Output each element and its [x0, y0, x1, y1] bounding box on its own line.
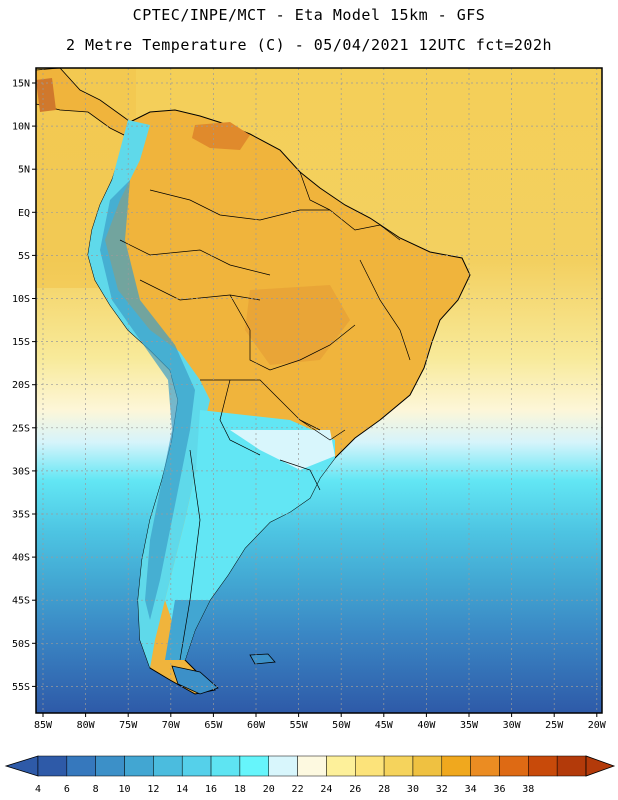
colorbar-swatch [470, 755, 500, 777]
colorbar-swatch [528, 755, 558, 777]
colorbar-swatch [499, 755, 529, 777]
lon-label: 25W [545, 720, 564, 731]
colorbar-tick-label: 24 [320, 784, 332, 795]
southern-cone-cool [165, 410, 335, 660]
colorbar-arrow-left [4, 755, 39, 777]
lat-label: 5S [18, 251, 30, 262]
lon-label: 60W [247, 720, 266, 731]
colorbar-swatch [37, 755, 68, 777]
colorbar-swatch [210, 755, 241, 777]
lon-label: 35W [460, 720, 479, 731]
lat-label: 25S [12, 423, 30, 434]
colorbar-swatch [326, 755, 356, 777]
graticule [36, 68, 602, 713]
andes-cool-ridge [88, 120, 210, 668]
lat-label: 45S [12, 596, 30, 607]
colorbar-tick-label: 26 [349, 784, 361, 795]
colorbar-swatch [239, 755, 269, 777]
lat-label: 20S [12, 380, 30, 391]
lon-label: 30W [503, 720, 522, 731]
longitude-labels: 85W 80W 75W 70W 65W 60W 55W 50W 45W 40W 35W 30W 25W 2… [34, 713, 607, 731]
colorbar-swatch [66, 755, 96, 777]
colorbar-tick-label: 18 [234, 784, 246, 795]
andes-cold-core [100, 180, 195, 620]
colorbar-tick-label: 16 [205, 784, 217, 795]
colorbar-tick-label: 8 [93, 784, 99, 795]
lon-label: 85W [34, 720, 53, 731]
lon-label: 80W [77, 720, 96, 731]
colorbar-swatch [153, 755, 183, 777]
central-america-hot-spot [36, 78, 56, 112]
lat-label: 50S [12, 639, 30, 650]
colorbar-tick-label: 22 [292, 784, 304, 795]
colorbar: 4 6 8 10 12 14 16 18 20 22 24 26 28 30 32 34 36 38 [4, 755, 616, 795]
colorbar-swatch [355, 755, 385, 777]
lat-label: 15N [12, 79, 30, 90]
hot-region-interior [245, 285, 350, 365]
colorbar-swatch [441, 755, 471, 777]
lat-label: 10N [12, 122, 30, 133]
colorbar-tick-label: 12 [147, 784, 159, 795]
colorbar-tick-label: 28 [378, 784, 390, 795]
lat-label: 5N [18, 165, 30, 176]
colorbar-swatch [268, 755, 298, 777]
lat-label: 35S [12, 510, 30, 521]
colorbar-swatch [124, 755, 154, 777]
lat-label: 40S [12, 553, 30, 564]
lon-label: 20W [588, 720, 607, 731]
colorbar-swatch [383, 755, 414, 777]
colorbar-tick-label: 38 [522, 784, 534, 795]
colorbar-tick-label: 36 [493, 784, 505, 795]
colorbar-tick-label: 4 [35, 784, 41, 795]
colorbar-tick-label: 30 [407, 784, 419, 795]
lon-label: 45W [375, 720, 394, 731]
lat-label: 55S [12, 682, 30, 693]
colorbar-swatch [556, 755, 587, 777]
lat-label: 30S [12, 466, 30, 477]
chart-title-line1: CPTEC/INPE/MCT - Eta Model 15km - GFS [132, 6, 486, 24]
lon-label: 70W [162, 720, 181, 731]
colorbar-swatch [181, 755, 212, 777]
map-frame [35, 67, 603, 714]
colorbar-arrow-right [585, 755, 616, 777]
lon-label: 40W [417, 720, 436, 731]
lat-label: EQ [18, 208, 30, 219]
colorbar-tick-label: 10 [119, 784, 131, 795]
colorbar-tick-label: 6 [64, 784, 70, 795]
lon-label: 75W [119, 720, 138, 731]
chart-title-line2: 2 Metre Temperature (C) - 05/04/2021 12U… [65, 36, 553, 54]
patagonia-cold [165, 600, 210, 660]
lon-label: 65W [204, 720, 223, 731]
tierra-del-fuego [171, 665, 219, 695]
lat-label: 10S [12, 294, 30, 305]
colorbar-tick-label: 20 [263, 784, 275, 795]
colorbar-swatch [297, 755, 327, 777]
lon-label: 55W [290, 720, 309, 731]
lat-label: 15S [12, 337, 30, 348]
colorbar-swatch [95, 755, 125, 777]
national-borders [119, 171, 411, 661]
hot-region-north [192, 122, 250, 150]
colorbar-tick-label: 14 [176, 784, 188, 795]
colorbar-swatch [412, 755, 443, 777]
falkland-islands [249, 653, 276, 665]
colorbar-tick-label: 34 [465, 784, 477, 795]
lon-label: 50W [332, 720, 351, 731]
latitude-labels: 15N 10N 5N EQ 5S 10S 15S 20S 25S 30S 35S 40S 45S 50S 5… [12, 79, 36, 693]
colorbar-tick-label: 32 [436, 784, 448, 795]
